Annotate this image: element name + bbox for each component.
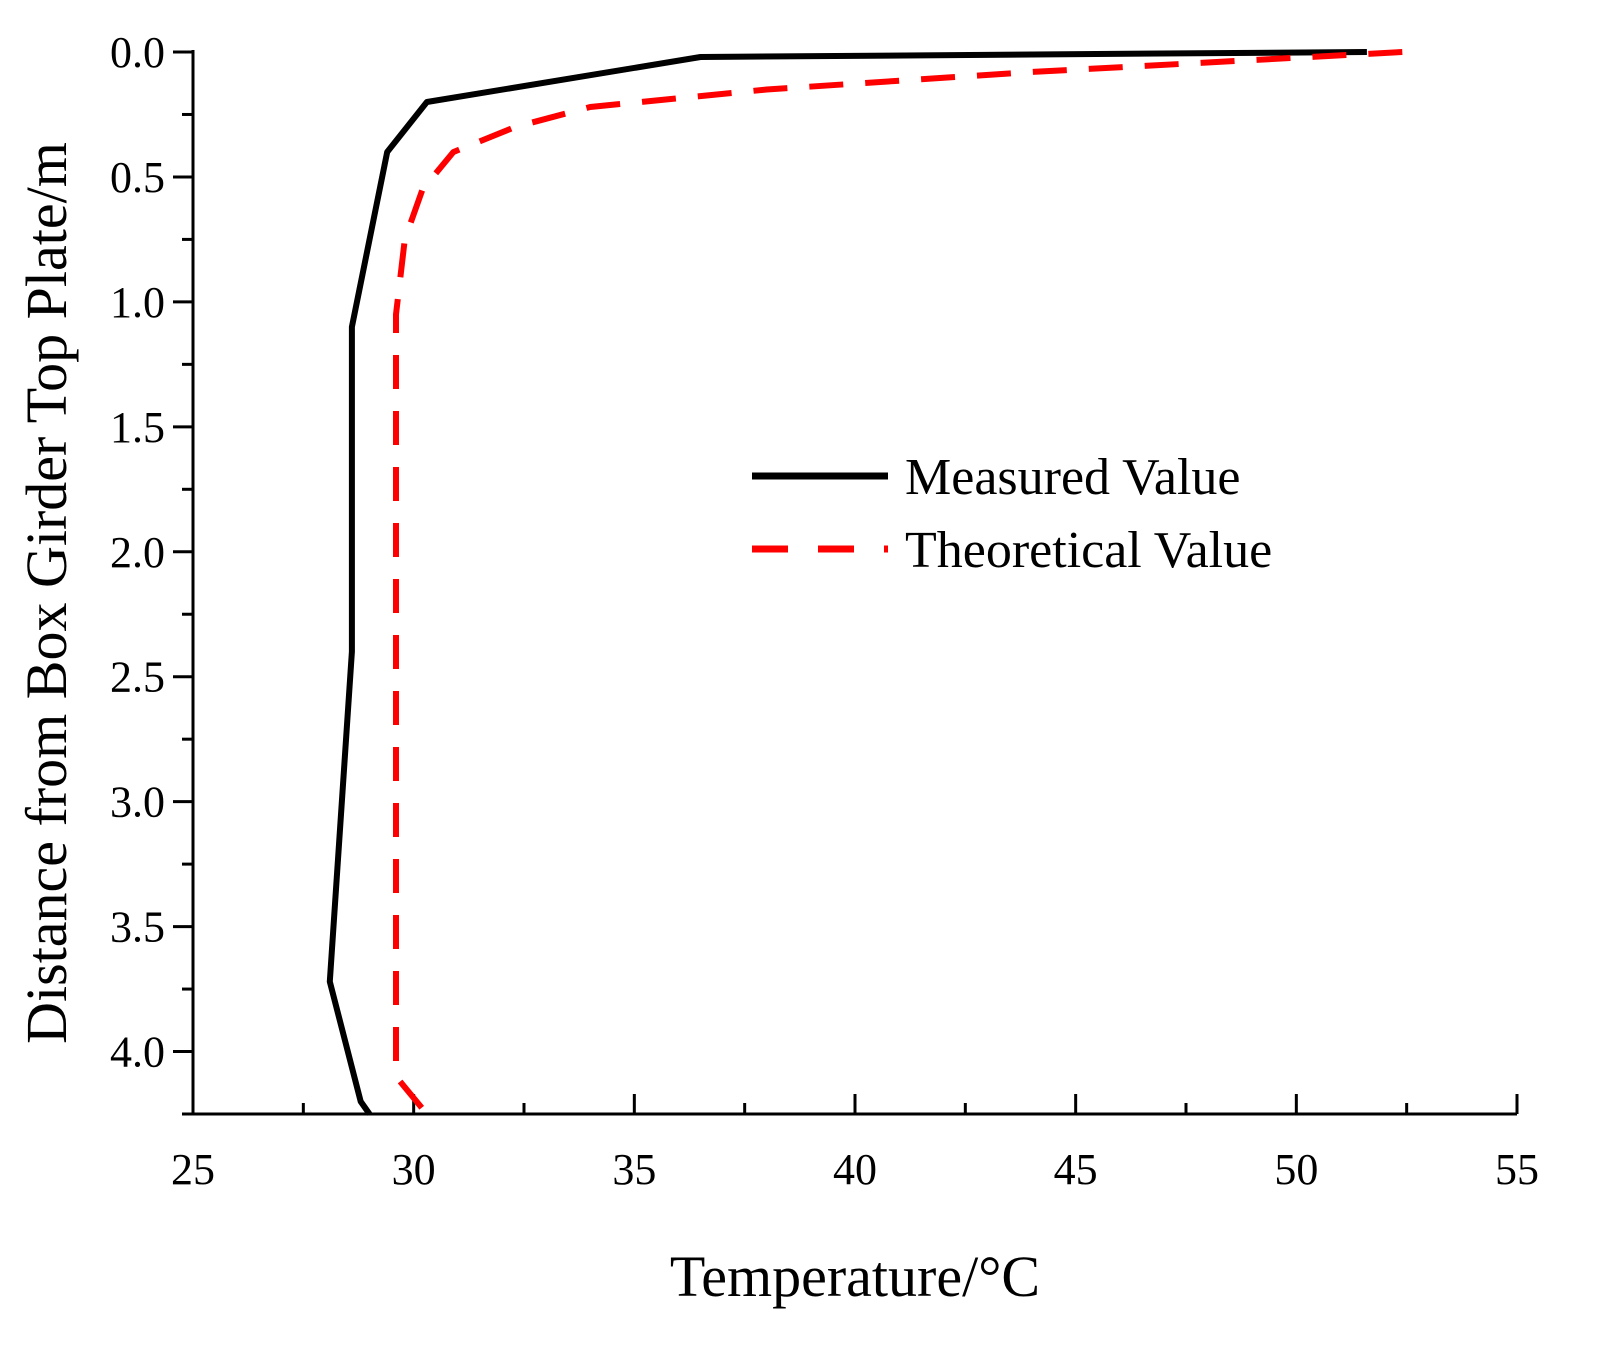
y-tick-label: 1.0 [110, 278, 165, 327]
series-line-measured [326, 49, 1367, 1116]
x-tick-label: 40 [833, 1145, 877, 1194]
y-tick-label: 2.0 [110, 528, 165, 577]
y-tick-label: 1.5 [110, 403, 165, 452]
x-tick-label: 55 [1495, 1145, 1539, 1194]
x-tick-label: 45 [1054, 1145, 1098, 1194]
y-axis-title: Distance from Box Girder Top Plate/m [14, 142, 79, 1044]
y-tick-label: 3.5 [110, 903, 165, 952]
y-tick-label: 2.5 [110, 653, 165, 702]
x-tick-label: 30 [392, 1145, 436, 1194]
series-layer [326, 49, 1403, 1116]
series-line-theoretical [393, 49, 1403, 1116]
y-tick-label: 4.0 [110, 1028, 165, 1077]
legend: Measured Value Theoretical Value [752, 449, 1272, 579]
axes: 25 30 35 40 45 50 55 0.0 0.5 1.0 1.5 2.0 2.5 3.0 3.5 4.… [110, 28, 1539, 1194]
y-tick-label: 3.0 [110, 778, 165, 827]
legend-label: Measured Value [905, 449, 1241, 506]
y-tick-label: 0.5 [110, 153, 165, 202]
x-tick-label: 25 [171, 1145, 215, 1194]
y-tick-label: 0.0 [110, 28, 165, 77]
x-axis-title: Temperature/°C [670, 1244, 1040, 1309]
x-tick-label: 35 [612, 1145, 656, 1194]
x-tick-label: 50 [1274, 1145, 1318, 1194]
legend-label: Theoretical Value [905, 522, 1272, 579]
